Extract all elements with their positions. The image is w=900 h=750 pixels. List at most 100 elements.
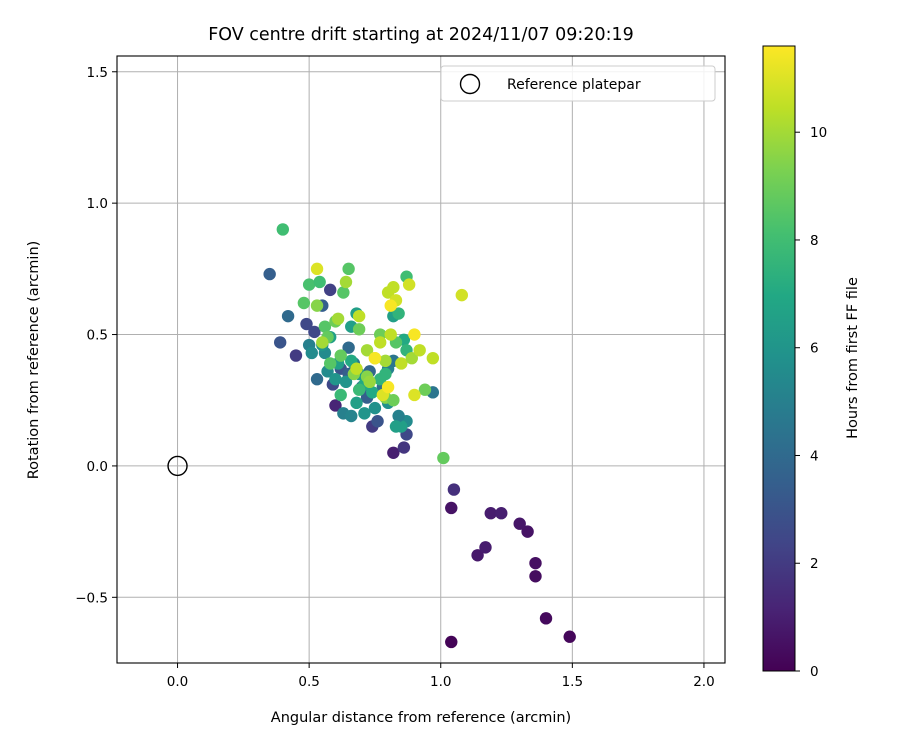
grid-lines — [117, 56, 725, 663]
x-axis-ticks: 0.0 0.5 1.0 1.5 2.0 — [167, 663, 715, 690]
scatter-point — [445, 635, 458, 649]
scatter-point — [379, 367, 392, 381]
scatter-point — [495, 507, 508, 520]
scatter-point — [352, 323, 366, 336]
legend-box — [440, 65, 716, 102]
y-tick-label: 0.5 — [87, 328, 108, 344]
colorbar-tick-label: 2 — [810, 556, 819, 572]
scatter-point — [392, 307, 405, 320]
scatter-point — [529, 570, 542, 583]
scatter-point — [363, 375, 376, 389]
scatter-point — [339, 275, 353, 289]
scatter-point — [484, 507, 497, 520]
scatter-point — [368, 351, 382, 365]
scatter-point — [374, 336, 387, 349]
legend: Reference platepar — [440, 65, 716, 102]
scatter-point — [310, 262, 324, 276]
scatter-point — [329, 399, 342, 412]
scatter-point — [513, 517, 526, 530]
scatter-point — [313, 275, 326, 289]
scatter-point — [479, 541, 492, 554]
scatter-point — [342, 341, 355, 354]
scatter-point — [281, 309, 295, 323]
scatter-point — [302, 278, 316, 291]
colorbar-tick-label: 0 — [810, 664, 819, 680]
x-tick-label: 1.0 — [430, 674, 451, 690]
scatter-point — [329, 373, 342, 386]
y-tick-label: 0.0 — [87, 459, 108, 475]
scatter-point — [539, 612, 553, 625]
reference-platepar-point — [167, 455, 188, 477]
scatter-point — [310, 373, 324, 386]
y-tick-label: 1.0 — [87, 196, 108, 212]
colorbar-ticks: 0 2 4 6 8 10 — [795, 125, 827, 680]
scatter-point — [276, 223, 290, 236]
scatter-point — [334, 349, 347, 362]
scatter-point — [334, 388, 347, 402]
scatter-point — [563, 630, 576, 643]
scatter-point — [323, 283, 337, 297]
x-axis-label: Angular distance from reference (arcmin) — [271, 710, 571, 726]
scatter-point — [426, 351, 440, 365]
scatter-point — [379, 354, 392, 368]
scatter-point — [381, 380, 395, 394]
scatter-point — [368, 401, 382, 415]
scatter-point — [395, 357, 408, 370]
scatter-point — [345, 409, 358, 423]
scatter-point — [350, 396, 363, 410]
scatter-point — [350, 362, 363, 375]
plot-frame — [116, 55, 726, 664]
scatter-point — [387, 446, 400, 459]
scatter-point — [342, 262, 355, 276]
scatter-point — [352, 309, 366, 323]
scatter-point — [471, 549, 484, 562]
colorbar-tick-label: 10 — [810, 125, 827, 141]
scatter-point — [402, 278, 416, 291]
scatter-point — [331, 312, 345, 325]
colorbar-label: Hours from first FF file — [845, 277, 861, 439]
colorbar-gradient — [762, 45, 796, 672]
scatter-point — [323, 357, 337, 370]
scatter-points — [263, 223, 576, 649]
y-tick-label: 1.5 — [87, 65, 108, 81]
scatter-point — [447, 483, 461, 496]
scatter-point — [297, 296, 311, 310]
scatter-point — [263, 267, 276, 281]
y-tick-label: −0.5 — [75, 590, 108, 606]
scatter-point — [521, 525, 534, 538]
scatter-point — [384, 299, 397, 312]
scatter-point — [387, 281, 400, 294]
scatter-point — [352, 383, 366, 396]
scatter-point — [418, 383, 432, 396]
scatter-point — [408, 388, 421, 402]
scatter-point — [455, 288, 468, 302]
colorbar-tick-label: 4 — [810, 448, 819, 464]
scatter-point — [360, 344, 374, 357]
scatter-point — [389, 420, 403, 433]
scatter-point — [413, 344, 426, 357]
scatter-point — [305, 346, 318, 360]
x-tick-label: 1.5 — [562, 674, 583, 690]
scatter-point — [337, 286, 350, 299]
scatter-point — [387, 394, 400, 407]
scatter-point — [392, 409, 405, 423]
scatter-point — [308, 325, 321, 339]
scatter-point — [318, 320, 332, 333]
y-axis-label: Rotation from reference (arcmin) — [26, 241, 42, 480]
scatter-point — [300, 317, 313, 331]
x-tick-label: 0.5 — [298, 674, 319, 690]
colorbar-tick-label: 8 — [810, 233, 819, 249]
scatter-point — [445, 501, 458, 515]
scatter-point — [408, 328, 421, 341]
scatter-point — [405, 351, 418, 365]
scatter-point — [371, 415, 384, 428]
scatter-point — [273, 336, 287, 349]
scatter-point — [289, 349, 303, 362]
scatter-point — [366, 386, 379, 399]
reference-marker — [167, 455, 188, 477]
y-axis-ticks: −0.5 0.0 0.5 1.0 1.5 — [75, 65, 117, 606]
scatter-point — [339, 375, 353, 389]
colorbar: 0 2 4 6 8 10 Hours from first FF file — [762, 45, 861, 680]
scatter-point — [437, 451, 450, 465]
